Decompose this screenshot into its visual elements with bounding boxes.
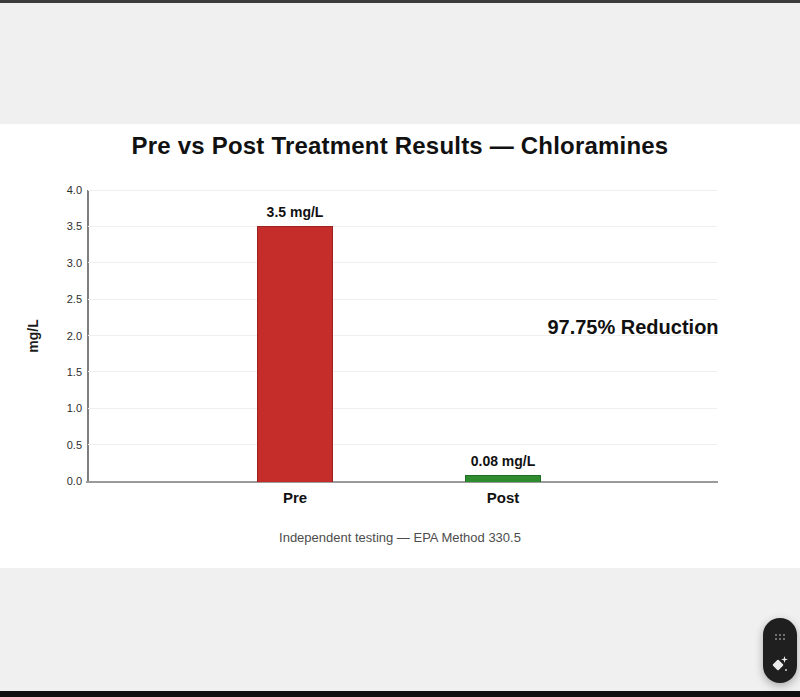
screen: Pre vs Post Treatment Results — Chlorami… (0, 0, 800, 697)
bar-pre (257, 226, 333, 482)
ai-sparkle-icon[interactable] (772, 656, 788, 672)
y-tick-label: 3.5 (38, 218, 82, 234)
bar-value-label: 3.5 mg/L (267, 204, 324, 220)
bar-post (465, 475, 541, 482)
y-gridline (88, 335, 717, 336)
y-tick-label: 0.5 (38, 437, 82, 453)
drag-handle-dots-icon[interactable] (775, 634, 785, 640)
bar-chart: Pre vs Post Treatment Results — Chlorami… (0, 0, 800, 697)
y-tick-label: 2.5 (38, 291, 82, 307)
y-gridline (88, 262, 717, 263)
y-tick-label: 1.0 (38, 400, 82, 416)
y-gridline (88, 226, 717, 227)
x-axis-line (86, 481, 718, 483)
bar-value-label: 0.08 mg/L (471, 453, 536, 469)
x-tick-label: Post (487, 489, 520, 506)
y-tick-label: 0.0 (38, 473, 82, 489)
y-axis-line (87, 190, 89, 483)
y-tick-label: 2.0 (38, 328, 82, 344)
floating-extension-widget[interactable] (763, 618, 797, 683)
y-gridline (88, 408, 717, 409)
y-tick-label: 4.0 (38, 182, 82, 198)
x-tick-label: Pre (283, 489, 307, 506)
y-gridline (88, 371, 717, 372)
y-gridline (88, 190, 717, 191)
chart-caption: Independent testing — EPA Method 330.5 (0, 530, 800, 545)
chart-title: Pre vs Post Treatment Results — Chlorami… (0, 132, 800, 160)
y-tick-label: 3.0 (38, 255, 82, 271)
y-gridline (88, 299, 717, 300)
y-tick-label: 1.5 (38, 364, 82, 380)
y-gridline (88, 444, 717, 445)
